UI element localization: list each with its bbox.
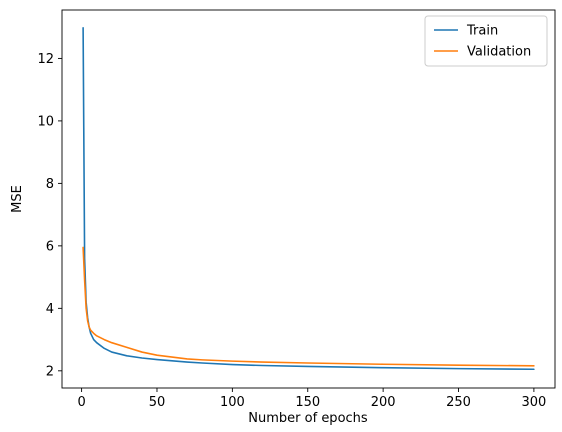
y-axis-label: MSE <box>10 185 25 213</box>
x-axis-label: Number of epochs <box>248 411 368 426</box>
series-line-validation <box>82 246 535 367</box>
axes-frame <box>61 9 556 389</box>
plot-area <box>62 10 555 388</box>
legend-label-validation: Validation <box>467 45 531 60</box>
y-tick-label: 10 <box>37 114 54 129</box>
y-tick-label: 8 <box>46 177 54 192</box>
series-layer <box>82 27 535 371</box>
y-tick-label: 12 <box>37 52 54 67</box>
x-tick-label: 300 <box>521 395 546 410</box>
y-tick-label: 4 <box>46 302 54 317</box>
axes-layer: 0 50 100 150 200 250 300 2 4 6 8 10 12 <box>37 9 556 410</box>
x-tick-label: 200 <box>371 395 396 410</box>
x-tick-label: 0 <box>77 395 85 410</box>
x-tick-label: 150 <box>295 395 320 410</box>
legend-label-train: Train <box>466 24 498 39</box>
legend: Train Validation <box>424 15 548 67</box>
x-tick-label: 100 <box>220 395 245 410</box>
x-tick-label: 50 <box>149 395 166 410</box>
y-tick-label: 2 <box>46 364 54 379</box>
x-tick-label: 250 <box>446 395 471 410</box>
legend-box <box>424 15 548 67</box>
y-tick-label: 6 <box>46 239 54 254</box>
